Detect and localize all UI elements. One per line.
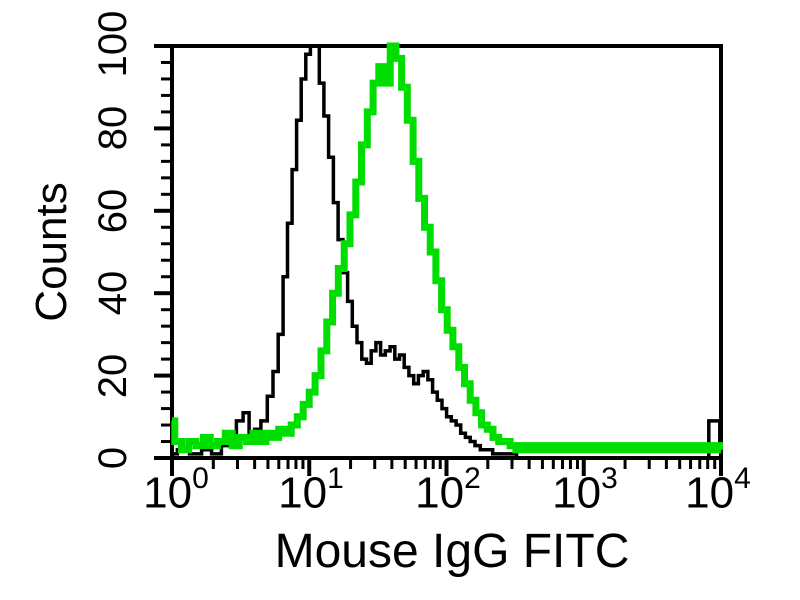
plot-border: [170, 44, 723, 460]
x-tick-base: 10: [552, 468, 602, 518]
x-tick-exponent: 2: [464, 462, 481, 495]
x-tick-base: 10: [278, 468, 328, 518]
x-tick-exponent: 0: [192, 462, 209, 495]
y-tick-label-40: 40: [91, 270, 135, 316]
x-tick-label-1e2: 102: [415, 464, 481, 518]
x-tick-base: 10: [143, 468, 193, 518]
x-tick-base: 10: [415, 468, 465, 518]
x-tick-label-1e4: 104: [685, 464, 751, 518]
y-tick-label-20: 20: [91, 353, 135, 399]
green-histogram-curve: [171, 42, 723, 454]
x-tick-exponent: 1: [327, 462, 344, 495]
x-tick-exponent: 3: [601, 462, 618, 495]
x-axis-title: Mouse IgG FITC: [274, 525, 630, 578]
x-tick-label-1e3: 103: [552, 464, 618, 518]
x-tick-label-1e0: 100: [143, 464, 209, 518]
axis-ticks: [154, 44, 723, 476]
y-tick-label-60: 60: [91, 188, 135, 234]
x-tick-base: 10: [685, 468, 735, 518]
y-tick-label-0: 0: [91, 446, 135, 470]
black-histogram-curve: [172, 44, 722, 460]
y-tick-label-80: 80: [91, 105, 135, 151]
x-tick-exponent: 4: [734, 462, 751, 495]
x-tick-label-1e1: 101: [278, 464, 344, 518]
y-axis-title: Counts: [27, 182, 76, 322]
histogram-curves: [171, 42, 723, 460]
y-tick-label-100: 100: [91, 10, 135, 78]
